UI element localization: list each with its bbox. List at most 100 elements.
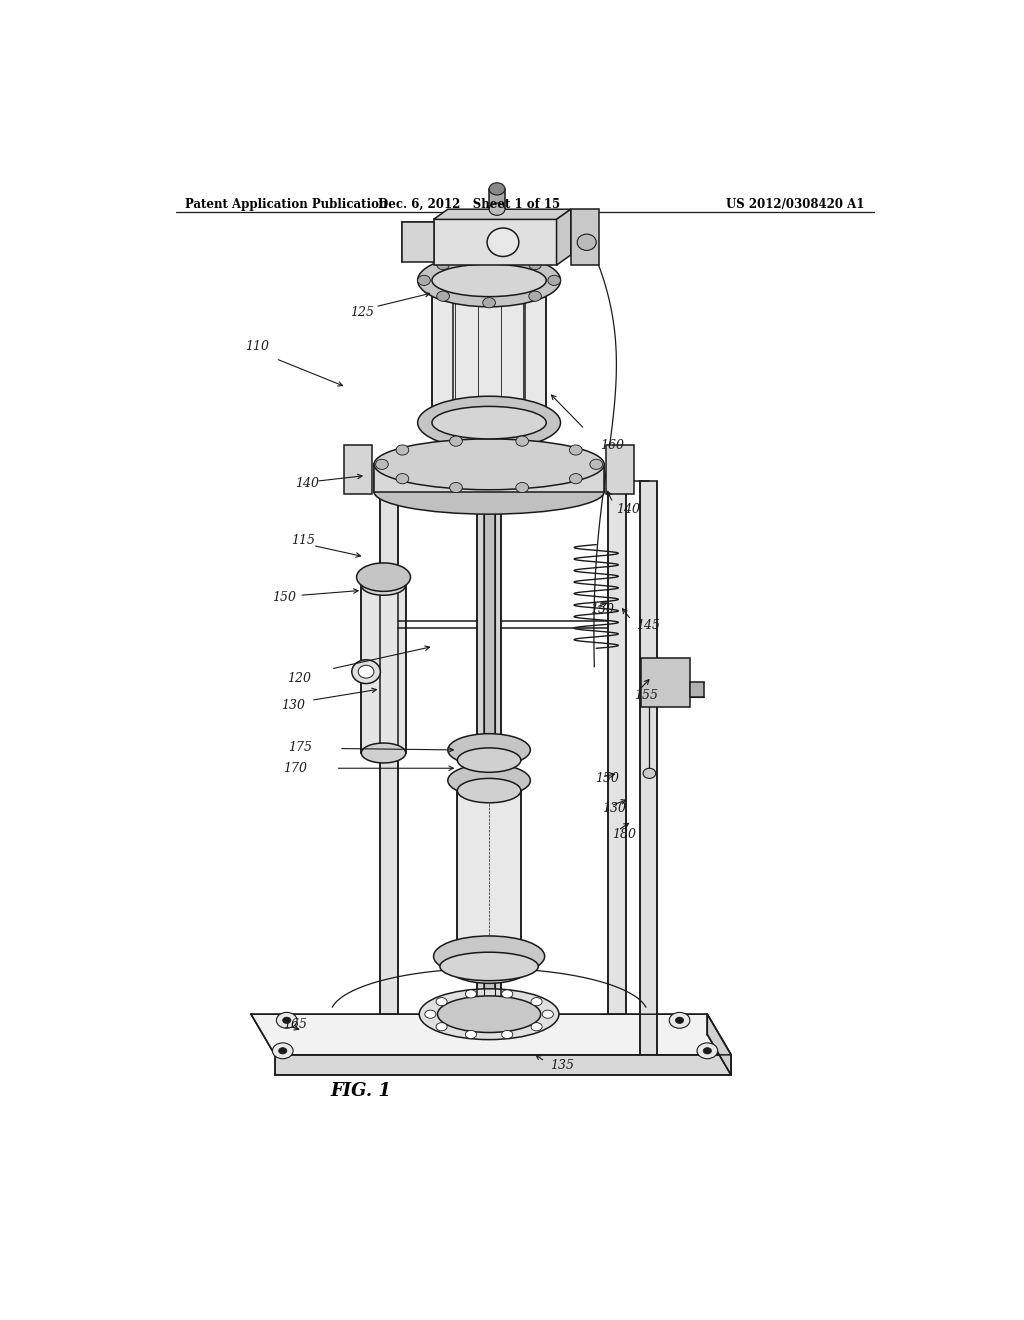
Ellipse shape — [436, 292, 450, 301]
Ellipse shape — [396, 445, 409, 455]
FancyBboxPatch shape — [458, 780, 521, 966]
FancyBboxPatch shape — [690, 682, 705, 697]
Ellipse shape — [418, 276, 430, 285]
Ellipse shape — [458, 779, 521, 803]
Text: US 2012/0308420 A1: US 2012/0308420 A1 — [726, 198, 864, 211]
Text: 125: 125 — [350, 306, 374, 319]
Ellipse shape — [450, 482, 462, 492]
FancyBboxPatch shape — [489, 189, 505, 210]
FancyBboxPatch shape — [433, 219, 557, 265]
Ellipse shape — [489, 203, 505, 215]
Ellipse shape — [531, 998, 542, 1006]
Ellipse shape — [276, 1012, 297, 1028]
Ellipse shape — [531, 1023, 542, 1031]
Text: 155: 155 — [634, 689, 658, 701]
Polygon shape — [708, 1014, 731, 1076]
Text: 150: 150 — [595, 772, 618, 785]
Polygon shape — [251, 1014, 731, 1055]
Ellipse shape — [482, 297, 496, 308]
Text: 180: 180 — [612, 828, 636, 841]
Ellipse shape — [465, 990, 476, 998]
Ellipse shape — [502, 1031, 513, 1039]
Text: 160: 160 — [600, 438, 625, 451]
Text: 150: 150 — [272, 591, 296, 605]
FancyBboxPatch shape — [344, 445, 372, 494]
Ellipse shape — [482, 253, 496, 263]
Text: 170: 170 — [284, 762, 307, 775]
Ellipse shape — [374, 470, 604, 515]
Ellipse shape — [352, 660, 380, 684]
Ellipse shape — [528, 292, 542, 301]
Polygon shape — [433, 210, 570, 219]
Ellipse shape — [703, 1048, 712, 1053]
Ellipse shape — [450, 436, 462, 446]
Ellipse shape — [272, 1043, 293, 1059]
Ellipse shape — [419, 989, 559, 1040]
Ellipse shape — [374, 440, 604, 490]
Ellipse shape — [670, 1012, 690, 1028]
Ellipse shape — [447, 764, 530, 797]
Ellipse shape — [569, 445, 582, 455]
Ellipse shape — [436, 1023, 447, 1031]
Ellipse shape — [447, 949, 530, 983]
Text: FIG. 1: FIG. 1 — [331, 1082, 391, 1101]
FancyBboxPatch shape — [608, 480, 626, 1014]
Ellipse shape — [569, 474, 582, 483]
Text: 165: 165 — [284, 1018, 307, 1031]
Ellipse shape — [458, 748, 521, 772]
Text: 140: 140 — [295, 477, 318, 490]
Ellipse shape — [440, 952, 539, 981]
Text: Patent Application Publication: Patent Application Publication — [185, 198, 388, 211]
Ellipse shape — [425, 1010, 436, 1018]
Ellipse shape — [356, 562, 411, 591]
Text: 135: 135 — [550, 1059, 574, 1072]
Text: 175: 175 — [289, 742, 312, 755]
Ellipse shape — [376, 459, 388, 470]
Ellipse shape — [433, 936, 545, 977]
Ellipse shape — [590, 459, 602, 470]
Text: 140: 140 — [616, 503, 640, 516]
Text: 130: 130 — [282, 698, 305, 711]
Ellipse shape — [447, 734, 530, 766]
Ellipse shape — [502, 990, 513, 998]
Ellipse shape — [358, 665, 374, 678]
Polygon shape — [274, 1055, 731, 1076]
Polygon shape — [557, 210, 570, 265]
Ellipse shape — [516, 482, 528, 492]
FancyBboxPatch shape — [401, 223, 433, 263]
FancyBboxPatch shape — [640, 480, 657, 1055]
Ellipse shape — [465, 1031, 476, 1039]
Text: 145: 145 — [636, 619, 659, 632]
Ellipse shape — [676, 1018, 684, 1023]
Ellipse shape — [436, 998, 447, 1006]
Ellipse shape — [361, 576, 406, 595]
Ellipse shape — [361, 743, 406, 763]
FancyBboxPatch shape — [641, 659, 690, 708]
Ellipse shape — [578, 234, 596, 251]
Text: 130: 130 — [602, 803, 627, 816]
Ellipse shape — [643, 768, 655, 779]
Ellipse shape — [437, 995, 541, 1032]
Ellipse shape — [489, 182, 505, 195]
Ellipse shape — [396, 474, 409, 483]
Ellipse shape — [432, 264, 546, 297]
Text: 110: 110 — [246, 341, 269, 352]
Ellipse shape — [516, 436, 528, 446]
FancyBboxPatch shape — [570, 210, 599, 265]
Ellipse shape — [279, 1048, 287, 1053]
FancyBboxPatch shape — [361, 585, 406, 752]
Text: 150: 150 — [590, 603, 613, 616]
FancyBboxPatch shape — [606, 445, 634, 494]
Ellipse shape — [543, 1010, 553, 1018]
Ellipse shape — [436, 260, 450, 269]
FancyBboxPatch shape — [432, 280, 546, 422]
Text: 120: 120 — [287, 672, 310, 685]
Ellipse shape — [548, 276, 560, 285]
Text: 115: 115 — [291, 535, 314, 546]
Text: Dec. 6, 2012   Sheet 1 of 15: Dec. 6, 2012 Sheet 1 of 15 — [378, 198, 560, 211]
FancyBboxPatch shape — [483, 422, 495, 1014]
FancyBboxPatch shape — [380, 480, 397, 1014]
Ellipse shape — [697, 1043, 718, 1059]
Ellipse shape — [487, 228, 519, 256]
Ellipse shape — [418, 253, 560, 306]
